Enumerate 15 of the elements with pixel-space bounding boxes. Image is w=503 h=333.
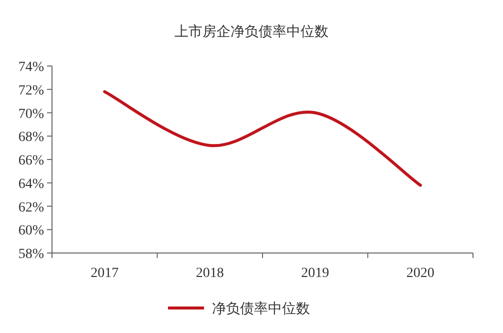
y-tick-label: 72%: [18, 83, 44, 98]
x-tick-label: 2020: [406, 266, 434, 281]
y-tick-label: 64%: [18, 176, 44, 192]
y-tick-label: 70%: [18, 106, 44, 122]
y-tick-label: 74%: [18, 60, 44, 75]
y-tick-label: 60%: [18, 224, 44, 239]
x-tick-label: 2018: [196, 266, 224, 281]
chart-title: 上市房企净负债率中位数: [174, 23, 328, 39]
x-tick-label: 2017: [90, 266, 119, 281]
x-tick-label: 2019: [301, 266, 330, 281]
y-tick-label: 58%: [18, 247, 44, 262]
y-tick-label: 68%: [18, 130, 44, 146]
legend-label: 净负债率中位数: [212, 300, 310, 316]
y-tick-label: 62%: [18, 200, 44, 216]
y-tick-label: 66%: [18, 154, 44, 168]
